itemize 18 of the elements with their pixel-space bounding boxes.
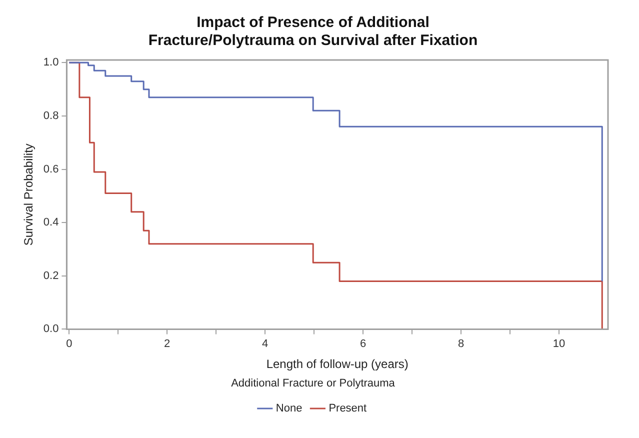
legend-label: None (276, 402, 302, 415)
y-tick-label: 0.2 (43, 270, 59, 282)
y-tick-label: 0.8 (43, 110, 59, 122)
y-tick-label: 0.6 (43, 163, 59, 176)
y-axis-title: Survival Probability (22, 144, 36, 246)
y-tick-label: 0.0 (43, 323, 59, 336)
y-tick-label: 0.4 (43, 216, 59, 229)
x-axis-title: Length of follow-up (years) (266, 356, 408, 371)
x-tick-label: 2 (164, 338, 170, 350)
x-tick-label: 8 (458, 338, 464, 350)
y-tick-label: 1.0 (43, 56, 59, 69)
chart-title: Impact of Presence of Additional Fracture/Polytrauma on Survival after Fixation (148, 14, 478, 50)
x-tick-label: 6 (360, 338, 366, 350)
x-tick-label: 4 (262, 338, 268, 350)
legend-title: Additional Fracture or Polytrauma (231, 377, 396, 390)
legend-label: Present (328, 402, 367, 415)
x-tick-label: 0 (66, 338, 72, 350)
x-tick-label: 10 (552, 338, 566, 350)
